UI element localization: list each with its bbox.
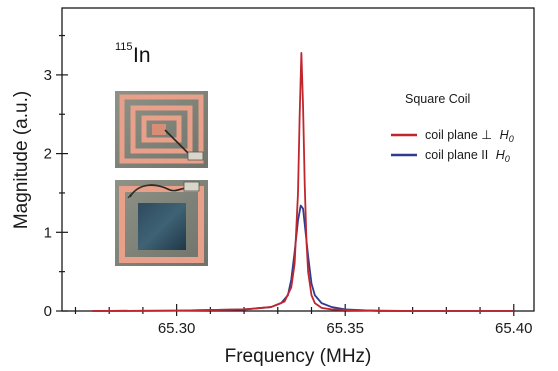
isotope-annotation: 115 In: [115, 41, 151, 67]
series-line-perpendicular: [92, 51, 514, 312]
x-tick-label: 65.30: [158, 320, 196, 337]
legend: Square Coil coil plane ⊥ H0 coil plane I…: [391, 92, 514, 164]
x-axis-ticks: 65.30 65.35 65.40: [74, 304, 533, 337]
y-tick-label: 2: [44, 146, 52, 163]
x-tick-label: 65.40: [495, 320, 533, 337]
y-tick-label: 3: [44, 67, 52, 84]
y-tick-label: 1: [44, 224, 52, 241]
isotope-mass-number: 115: [115, 41, 133, 53]
coil-photo-sample: [115, 180, 208, 266]
legend-entry-parallel: coil plane II H0: [425, 148, 510, 164]
plot-frame: [61, 7, 535, 312]
legend-title: Square Coil: [405, 92, 470, 106]
legend-entry-perpendicular: coil plane ⊥ H0: [425, 128, 514, 144]
x-tick-label: 65.35: [326, 320, 364, 337]
data-series: [92, 51, 514, 312]
y-tick-label: 0: [44, 303, 52, 320]
x-axis-label: Frequency (MHz): [225, 346, 372, 367]
y-axis-label: Magnitude (a.u.): [11, 91, 32, 229]
coil-photo-spiral: [115, 91, 208, 168]
y-axis-ticks: 0 1 2 3: [44, 34, 68, 320]
isotope-element: In: [133, 44, 151, 67]
